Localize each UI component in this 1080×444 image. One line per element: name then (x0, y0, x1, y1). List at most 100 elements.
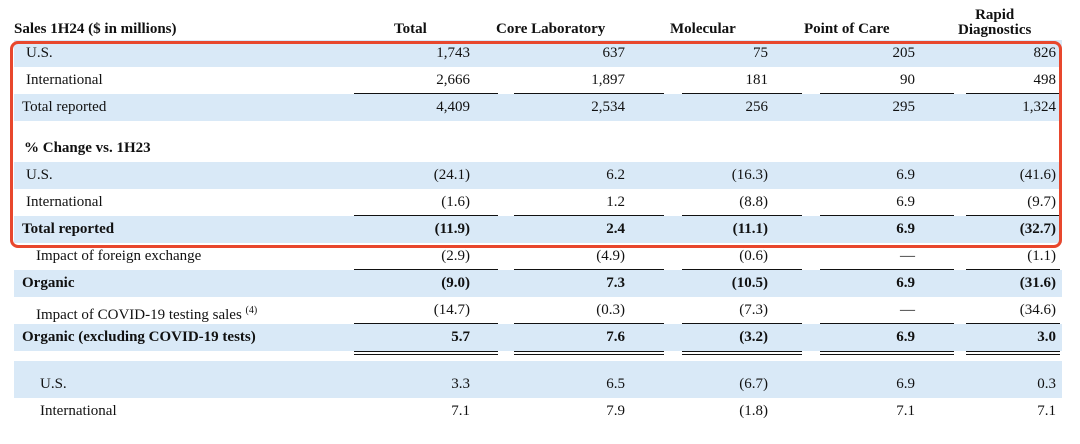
cell-molecular: (8.8) (739, 194, 768, 210)
footnote-marker: (4) (245, 305, 258, 316)
header-core-laboratory: Core Laboratory (496, 21, 606, 37)
underline (820, 269, 954, 270)
cell-rapid-dx: 3.0 (1037, 329, 1056, 345)
cell-core-lab: (4.9) (596, 248, 625, 264)
underline (820, 323, 954, 324)
header-molecular: Molecular (670, 21, 736, 37)
cell-core-lab: 6.2 (606, 167, 625, 183)
underline (966, 269, 1060, 270)
cell-core-lab: 2,534 (591, 99, 625, 115)
cell-core-lab: 7.9 (606, 403, 625, 419)
row-label: Organic (22, 275, 75, 291)
underline (354, 215, 498, 216)
cell-point-of-care: — (900, 248, 915, 264)
double-underline (354, 351, 498, 355)
cell-molecular: (16.3) (731, 167, 768, 183)
cell-core-lab: 637 (602, 45, 626, 61)
cell-point-of-care: 6.9 (896, 275, 915, 291)
row-label: International (26, 72, 103, 88)
cell-rapid-dx: (9.7) (1027, 194, 1056, 210)
cell-core-lab: 2.4 (606, 221, 625, 237)
table-row: Organic (9.0) 7.3 (10.5) 6.9 (31.6) (14, 270, 1062, 297)
cell-core-lab: 1,897 (591, 72, 625, 88)
header-total: Total (394, 21, 427, 37)
underline (682, 269, 802, 270)
cell-point-of-care: — (900, 302, 915, 318)
cell-point-of-care: 6.9 (896, 329, 915, 345)
cell-molecular: (10.5) (731, 275, 768, 291)
cell-total: 5.7 (451, 329, 470, 345)
table-row: Total reported 4,409 2,534 256 295 1,324 (14, 94, 1062, 121)
underline (354, 269, 498, 270)
row-label: U.S. (40, 376, 67, 392)
table-row: U.S. 1,743 637 75 205 826 (14, 40, 1062, 67)
header-rapid-diagnostics: Rapid Diagnostics (958, 7, 1032, 38)
cell-rapid-dx: 498 (1033, 72, 1057, 88)
sales-table: Sales 1H24 ($ in millions) Total Core La… (14, 0, 1062, 425)
row-label: Total reported (22, 221, 115, 237)
cell-point-of-care: 295 (892, 99, 916, 115)
underline (514, 269, 664, 270)
underline (514, 323, 664, 324)
cell-molecular: (0.6) (739, 248, 768, 264)
spacer-band (14, 361, 1062, 371)
cell-rapid-dx: (41.6) (1019, 167, 1056, 183)
table-header: Sales 1H24 ($ in millions) Total Core La… (14, 0, 1062, 40)
underline (820, 215, 954, 216)
cell-molecular: (1.8) (739, 403, 768, 419)
underline (820, 93, 954, 94)
double-underline (682, 351, 802, 355)
cell-total: 4,409 (436, 99, 470, 115)
cell-rapid-dx: 0.3 (1037, 376, 1056, 392)
cell-point-of-care: 6.9 (896, 376, 915, 392)
double-underline (820, 351, 954, 355)
underline (354, 323, 498, 324)
cell-total: (9.0) (441, 275, 470, 291)
row-label: Organic (excluding COVID-19 tests) (22, 329, 256, 345)
cell-total: (11.9) (434, 221, 470, 237)
underline (682, 215, 802, 216)
cell-total: 7.1 (451, 403, 470, 419)
section-heading: % Change vs. 1H23 (14, 135, 1062, 162)
row-label: U.S. (26, 45, 53, 61)
table-row: Total reported (11.9) 2.4 (11.1) 6.9 (32… (14, 216, 1062, 243)
header-point-of-care: Point of Care (804, 21, 890, 37)
cell-point-of-care: 6.9 (896, 194, 915, 210)
section-title: % Change vs. 1H23 (24, 140, 151, 156)
cell-point-of-care: 7.1 (896, 403, 915, 419)
underline (966, 323, 1060, 324)
header-label: Sales 1H24 ($ in millions) (14, 21, 177, 37)
row-label: Total reported (22, 99, 107, 115)
cell-rapid-dx: (1.1) (1027, 248, 1056, 264)
row-label: Impact of foreign exchange (36, 248, 202, 264)
table-row: International 7.1 7.9 (1.8) 7.1 7.1 (14, 398, 1062, 425)
cell-molecular: 256 (745, 99, 769, 115)
cell-molecular: (11.1) (732, 221, 768, 237)
underline (966, 93, 1060, 94)
cell-total: 2,666 (436, 72, 470, 88)
row-label: International (26, 194, 103, 210)
underline (682, 93, 802, 94)
cell-core-lab: 7.6 (606, 329, 625, 345)
cell-molecular: (7.3) (739, 302, 768, 318)
cell-total: (24.1) (433, 167, 470, 183)
row-label: Impact of COVID-19 testing sales (4) (36, 305, 258, 323)
double-underline (966, 351, 1060, 355)
row-label: International (40, 403, 117, 419)
cell-point-of-care: 6.9 (896, 167, 915, 183)
table-row: Organic (excluding COVID-19 tests) 5.7 7… (14, 324, 1062, 355)
cell-core-lab: (0.3) (596, 302, 625, 318)
underline (682, 323, 802, 324)
cell-total: 1,743 (436, 45, 470, 61)
table-row: International (1.6) 1.2 (8.8) 6.9 (9.7) (14, 189, 1062, 216)
cell-point-of-care: 6.9 (896, 221, 915, 237)
cell-point-of-care: 205 (892, 45, 916, 61)
cell-molecular: (3.2) (739, 329, 768, 345)
cell-rapid-dx: 7.1 (1037, 403, 1056, 419)
cell-total: (14.7) (433, 302, 470, 318)
cell-rapid-dx: 826 (1033, 45, 1057, 61)
cell-rapid-dx: 1,324 (1022, 99, 1056, 115)
table-row: Impact of foreign exchange (2.9) (4.9) (… (14, 243, 1062, 270)
row-label: U.S. (26, 167, 53, 183)
cell-rapid-dx: (34.6) (1019, 302, 1056, 318)
